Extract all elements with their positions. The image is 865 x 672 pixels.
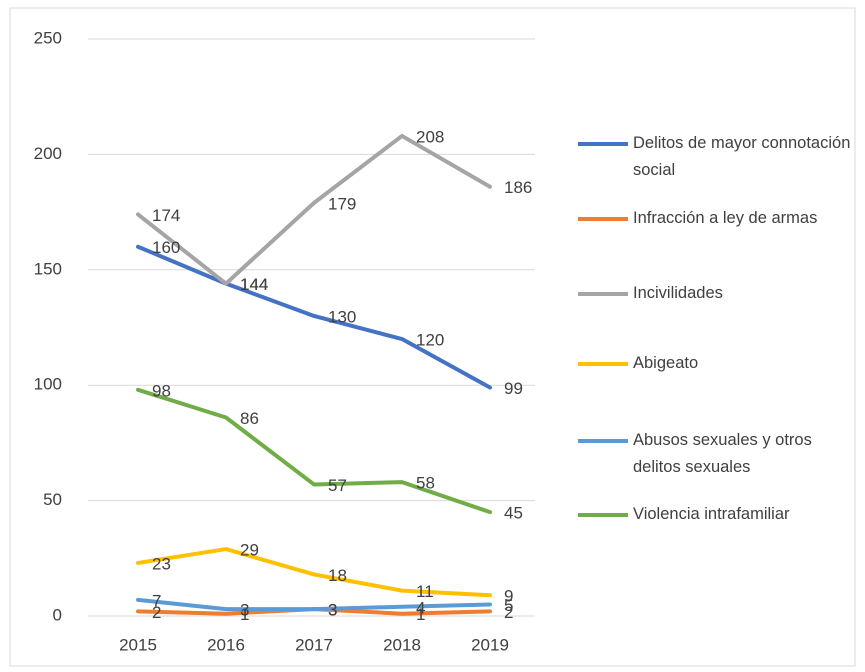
x-tick-label: 2015	[119, 635, 157, 654]
data-label: 1	[416, 605, 425, 624]
data-label: 2	[504, 603, 513, 622]
data-label: 3	[328, 601, 337, 620]
legend-label: Violencia intrafamiliar	[633, 505, 790, 523]
y-tick-label: 50	[43, 490, 62, 509]
data-label: 7	[152, 591, 161, 610]
legend-swatch	[578, 217, 628, 221]
legend-label: Infracción a ley de armas	[633, 209, 818, 227]
data-label: 144	[240, 275, 268, 294]
y-tick-label: 0	[53, 605, 62, 624]
series-line	[136, 387, 492, 515]
legend-entry: Violencia intrafamiliar	[578, 504, 863, 528]
legend-swatch	[578, 439, 628, 443]
data-label: 11	[416, 582, 434, 601]
legend-entry: Abusos sexuales y otros delitos sexuales	[578, 430, 863, 481]
chart-border	[9, 7, 856, 667]
series-line	[136, 547, 492, 598]
data-label: 86	[240, 409, 259, 428]
y-tick-label: 150	[34, 259, 62, 278]
data-label: 29	[240, 541, 259, 560]
legend-label: Abusos sexuales y otros delitos sexuales	[633, 431, 812, 476]
x-tick-label: 2019	[471, 635, 509, 654]
y-tick-label: 200	[34, 144, 62, 163]
data-label: 23	[152, 554, 171, 573]
legend-label: Abigeato	[633, 354, 699, 372]
legend-swatch	[578, 513, 628, 517]
data-label: 179	[328, 194, 356, 213]
data-label: 3	[328, 601, 337, 620]
legend-entry: Delitos de mayor connotación social	[578, 133, 863, 184]
legend-swatch	[578, 292, 628, 296]
x-tick-label: 2018	[383, 635, 421, 654]
series-line	[136, 133, 492, 286]
y-tick-label: 250	[34, 28, 62, 47]
legend-label: Delitos de mayor connotación social	[633, 134, 851, 179]
legend-swatch	[578, 142, 628, 146]
data-label: 1	[240, 605, 249, 624]
data-label: 2	[152, 603, 161, 622]
legend-entry: Abigeato	[578, 353, 863, 377]
legend-entry: Incivilidades	[578, 283, 863, 307]
data-label: 160	[152, 238, 180, 257]
data-label: 208	[416, 127, 444, 146]
data-label: 5	[504, 596, 513, 615]
data-label: 186	[504, 178, 532, 197]
data-label: 144	[240, 275, 268, 294]
legend-swatch	[578, 362, 628, 366]
data-label: 45	[504, 504, 523, 523]
x-tick-label: 2016	[207, 635, 245, 654]
x-tick-label: 2017	[295, 635, 333, 654]
series-line	[136, 597, 492, 612]
data-label: 57	[328, 476, 347, 495]
data-label: 4	[416, 598, 425, 617]
data-label: 18	[328, 566, 347, 585]
data-label: 130	[328, 307, 356, 326]
legend-entry: Infracción a ley de armas	[578, 208, 863, 232]
data-label: 9	[504, 587, 513, 606]
data-label: 58	[416, 474, 435, 493]
series-line	[136, 244, 492, 390]
legend-label: Incivilidades	[633, 284, 723, 302]
data-label: 3	[240, 601, 249, 620]
y-tick-label: 100	[34, 375, 62, 394]
data-label: 99	[504, 379, 523, 398]
data-label: 98	[152, 381, 171, 400]
data-label: 174	[152, 206, 180, 225]
data-label: 120	[416, 331, 444, 350]
